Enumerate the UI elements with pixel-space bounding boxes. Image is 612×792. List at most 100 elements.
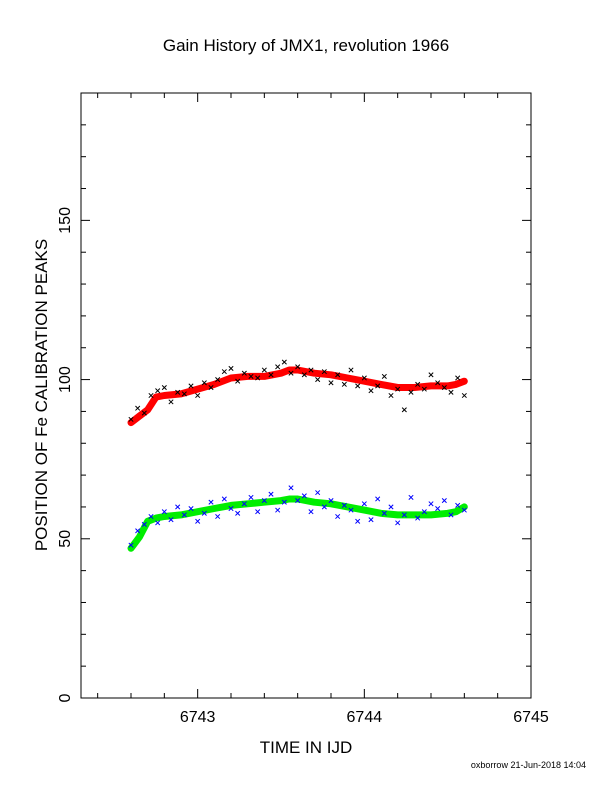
series-3-point <box>281 499 287 505</box>
series-2-point <box>341 381 347 387</box>
series-3-point <box>361 501 367 507</box>
plot-frame <box>80 92 532 699</box>
series-2-point <box>375 383 381 389</box>
series-3-point <box>268 491 274 497</box>
series-3-point <box>355 518 361 524</box>
series-3-point <box>155 520 161 526</box>
x-tick-label: 6744 <box>347 709 383 726</box>
series-2-point <box>148 392 154 399</box>
series-3-point <box>148 513 154 520</box>
series-2-point <box>135 405 141 411</box>
series-2-point <box>195 392 201 399</box>
series-3-point <box>315 490 321 496</box>
series-2-point <box>428 372 434 378</box>
series-2-point <box>335 372 341 378</box>
series-2-point <box>175 389 181 395</box>
series-1-line <box>127 495 468 552</box>
series-3-point <box>175 504 181 510</box>
series-2-point <box>395 386 401 392</box>
series-3-point <box>248 494 254 500</box>
y-axis-label: POSITION OF Fe CALIBRATION PEAKS <box>32 238 51 552</box>
y-tick-label: 100 <box>57 366 74 393</box>
series-2-point <box>181 391 187 397</box>
series-2-point <box>141 410 147 416</box>
x-tick-label: 6745 <box>513 709 549 726</box>
series-3-point <box>201 510 207 516</box>
series-2-point <box>448 389 454 395</box>
series-3-point <box>208 499 214 505</box>
series-3-point <box>321 504 327 510</box>
series-2-point <box>388 392 394 399</box>
series-2-point <box>215 377 221 383</box>
series-2-point <box>295 364 301 370</box>
series-2-point <box>441 384 447 391</box>
series-2-point <box>255 375 261 381</box>
series-2-point <box>408 389 414 395</box>
series-3-point <box>381 510 387 516</box>
series-3-point <box>441 498 447 504</box>
series-3-point <box>335 513 341 520</box>
chart-title: Gain History of JMX1, revolution 1966 <box>162 36 450 55</box>
series-3-point <box>408 494 414 500</box>
series-3-point <box>195 518 201 524</box>
series-3-point <box>428 501 434 507</box>
series-3-point <box>241 501 247 507</box>
series-2-point <box>228 365 234 371</box>
series-3-point <box>388 504 394 510</box>
series-2-point <box>361 375 367 381</box>
series-2-point <box>268 372 274 378</box>
series-2-point <box>235 378 241 384</box>
series-2-point <box>308 367 314 373</box>
series-2-point <box>381 373 387 379</box>
series-3-point <box>401 512 407 518</box>
y-tick-label: 150 <box>57 207 74 234</box>
series-3-point <box>221 496 227 502</box>
series-2-point <box>248 373 254 379</box>
footer-stamp: oxborrow 21-Jun-2018 14:04 <box>470 760 586 770</box>
series-2-point <box>301 372 307 378</box>
series-2-point <box>435 380 441 386</box>
series-3-point <box>255 509 261 515</box>
series-2-point <box>461 392 467 399</box>
series-3-point <box>295 498 301 504</box>
series-3-point <box>461 507 467 513</box>
series-2-point <box>455 375 461 381</box>
series-3-point <box>368 517 374 523</box>
series-2-point <box>128 416 134 422</box>
series-3-point <box>188 505 194 512</box>
series-3-point <box>421 509 427 515</box>
series-3-point <box>235 510 241 516</box>
series-3-point <box>348 507 354 513</box>
series-2-point <box>241 370 247 376</box>
series-2-point <box>188 383 194 389</box>
series-3-point <box>435 505 441 512</box>
plot-layer <box>127 359 468 552</box>
series-0-line <box>127 366 468 427</box>
series-3-point <box>128 542 134 548</box>
series-2-point <box>161 384 167 391</box>
series-3-point <box>181 512 187 518</box>
series-2-point <box>315 377 321 383</box>
x-tick-label: 6743 <box>180 709 216 726</box>
series-2-point <box>368 388 374 394</box>
series-3-point <box>288 485 294 491</box>
series-3-point <box>341 502 347 508</box>
series-3-point <box>395 520 401 526</box>
series-2-point <box>155 388 161 394</box>
series-2-point <box>401 407 407 413</box>
series-3-point <box>275 507 281 513</box>
series-3-point <box>168 517 174 523</box>
series-2-point <box>321 369 327 375</box>
series-3-point <box>308 509 314 515</box>
series-2-point <box>261 367 267 373</box>
series-3-point <box>375 496 381 502</box>
series-3-point <box>135 528 141 534</box>
series-2-point <box>328 380 334 386</box>
series-3-point <box>328 498 334 504</box>
series-2-point <box>221 369 227 375</box>
series-2-point <box>421 386 427 392</box>
series-3-point <box>455 502 461 508</box>
series-3-point <box>261 498 267 504</box>
series-2-point <box>348 367 354 373</box>
